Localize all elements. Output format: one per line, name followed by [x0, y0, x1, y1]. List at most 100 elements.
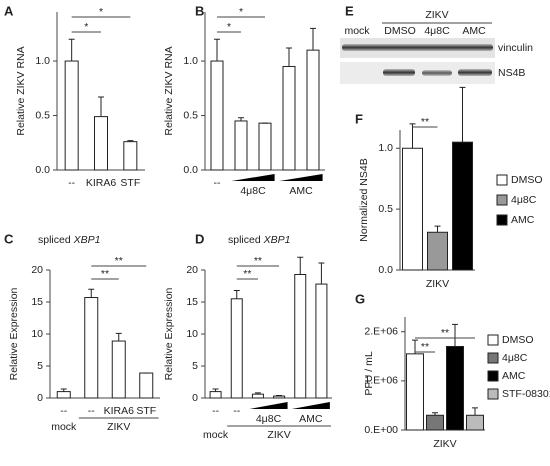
legend-swatch [487, 334, 499, 346]
y-tick-label: 1.0 [378, 142, 393, 154]
chart-panel: G PFU / mL 0.E+00 1.E+06 2.E+06 ZIKV ** ** DMSO 4… [355, 291, 550, 449]
y-tick-label: 0.E+00 [364, 424, 398, 436]
error-bar [297, 256, 304, 275]
blot-panel: E ZIKV mock DMSO 4μ8C AMC vinculin NS4B [340, 3, 533, 84]
bar [306, 49, 320, 171]
y-tick-label: 0.5 [378, 203, 393, 215]
y-tick-label: 0.0 [378, 264, 393, 276]
legend-swatch [496, 214, 508, 226]
error-bar [318, 262, 325, 285]
y-tick-label: 0 [37, 392, 43, 404]
y-tick-label: 10 [186, 328, 198, 340]
error-bar [310, 27, 316, 51]
condition-label: ZIKV [267, 429, 290, 441]
title-gene: XBP1 [263, 234, 291, 246]
lane-label: AMC [462, 25, 486, 37]
error-bar [286, 47, 292, 67]
bar [427, 231, 448, 271]
x-tick-label: -- [88, 405, 95, 417]
bar [84, 297, 99, 399]
error-bar [212, 388, 219, 392]
y-tick-label: 0.5 [35, 109, 50, 121]
chart-title: spliced XBP1 [38, 234, 100, 246]
x-axis-label: ZIKV [426, 278, 449, 290]
title-text: spliced [38, 234, 71, 246]
y-tick-label: 0 [192, 392, 198, 404]
lane-label: 4μ8C [424, 25, 450, 37]
group-label: 4μ8C [256, 413, 282, 425]
error-bar [214, 38, 220, 62]
group-label: AMC [299, 413, 323, 425]
dose-wedge [291, 402, 330, 409]
y-tick-label: 20 [31, 264, 43, 276]
bar [294, 273, 307, 399]
y-tick-label: 10 [31, 328, 43, 340]
panel-letter: D [195, 231, 204, 246]
blot-band [422, 70, 452, 76]
bar [111, 340, 126, 399]
bar [426, 414, 444, 431]
y-tick-label: 5 [192, 360, 198, 372]
legend-label: STF-083010 [502, 388, 550, 400]
y-tick-label: 1.0 [35, 55, 50, 67]
x-tick-label: -- [214, 177, 221, 189]
legend-label: DMSO [502, 334, 534, 346]
error-bar [98, 96, 104, 117]
group-label: AMC [289, 185, 313, 197]
error-bar [452, 323, 458, 347]
legend-swatch [487, 370, 499, 382]
y-tick-label: 0.0 [35, 164, 50, 176]
blot-band [342, 44, 493, 51]
row-label: vinculin [498, 42, 533, 54]
dose-wedge [231, 174, 275, 181]
x-tick-label: STF [136, 405, 156, 417]
significance-label: ** [115, 255, 123, 267]
significance-label: ** [254, 255, 262, 267]
bar [210, 60, 224, 171]
y-axis-label: Relative Expression [163, 287, 175, 380]
panel-letter: G [355, 291, 365, 306]
significance-label: * [239, 6, 243, 18]
y-tick-label: 0.5 [183, 109, 198, 121]
significance-label: * [99, 6, 103, 18]
panel-letter: E [345, 3, 354, 18]
x-axis-label: ZIKV [433, 438, 456, 450]
significance-label: ** [243, 268, 251, 280]
condition-label: mock [203, 429, 229, 441]
y-axis-label: Relative ZIKV RNA [163, 46, 175, 135]
bar [230, 298, 243, 399]
title-text: spliced [228, 234, 261, 246]
lane-label: DMSO [384, 25, 416, 37]
group-label: 4μ8C [240, 185, 266, 197]
legend-swatch [487, 352, 499, 364]
significance-label: ** [101, 268, 109, 280]
y-axis-label: Normalized NS4B [358, 158, 370, 241]
bar [64, 60, 79, 171]
significance-label: ** [421, 341, 429, 353]
title-gene: XBP1 [73, 234, 101, 246]
panel-letter: C [4, 231, 14, 246]
dose-wedge [279, 174, 323, 181]
error-bar [115, 332, 122, 342]
y-tick-label: 15 [186, 296, 198, 308]
legend-swatch [487, 388, 499, 400]
significance-label: ** [441, 327, 449, 339]
bar [406, 353, 424, 431]
bar [94, 116, 108, 171]
y-tick-label: 2.E+06 [364, 326, 398, 338]
bar [139, 372, 154, 399]
significance-label: ** [421, 116, 429, 128]
chart-panel: A Relative ZIKV RNA 0.0 0.5 1.0 -- KIRA6 STF * * [4, 3, 145, 189]
x-tick-label: -- [212, 405, 219, 417]
x-tick-label: -- [68, 177, 75, 189]
y-axis-label: Relative ZIKV RNA [15, 46, 27, 135]
lane-group: ZIKV [425, 9, 448, 21]
bar [282, 65, 296, 171]
condition-label: mock [51, 421, 77, 433]
y-tick-label: 1.E+06 [364, 375, 398, 387]
error-bar [472, 407, 478, 416]
bar [402, 147, 423, 271]
error-bar [233, 289, 240, 299]
